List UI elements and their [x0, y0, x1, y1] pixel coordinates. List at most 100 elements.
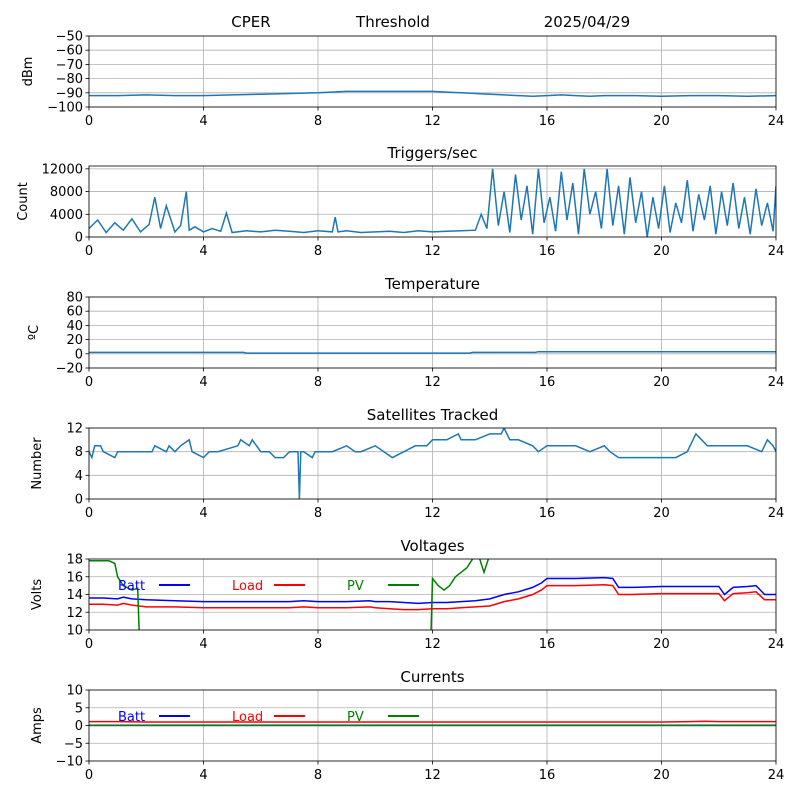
panel-title: Triggers/sec [387, 144, 478, 162]
x-tick-label: 0 [85, 506, 93, 521]
y-axis-label: Amps [30, 707, 45, 744]
y-axis-label: Number [30, 437, 45, 490]
y-axis-label: Count [16, 182, 31, 221]
legend-label-load: Load [232, 579, 263, 594]
x-tick-label: 16 [539, 637, 556, 652]
y-tick-label: −100 [47, 101, 83, 116]
series-line-triggers-0 [89, 168, 776, 237]
x-tick-label: 0 [85, 114, 93, 129]
x-tick-label: 4 [199, 375, 207, 390]
y-tick-label: 8 [75, 445, 83, 460]
panel-currents: 0 4 8 12 16 20 24 −10 −5 0 5 10 Currents Amps Batt Load… [30, 668, 784, 783]
x-tick-label: 12 [424, 768, 441, 783]
y-tick-label: −10 [56, 755, 83, 770]
y-tick-label: 12 [66, 422, 83, 437]
x-tick-label: 20 [653, 768, 670, 783]
x-tick-label: 16 [539, 506, 556, 521]
y-tick-label: 12000 [42, 162, 83, 177]
y-axis-label: dBm [21, 57, 36, 87]
x-tick-label: 24 [768, 768, 785, 783]
x-tick-label: 24 [768, 637, 785, 652]
x-tick-label: 16 [539, 114, 556, 129]
x-tick-label: 24 [768, 114, 785, 129]
y-tick-label: −20 [56, 362, 83, 377]
panel-voltages: 0 4 8 12 16 20 24 10 12 14 16 18 Voltages Volts Batt Lo… [30, 537, 784, 652]
x-tick-label: 20 [653, 637, 670, 652]
x-tick-label: 8 [314, 114, 322, 129]
y-tick-label: 16 [66, 570, 83, 585]
x-tick-label: 16 [539, 375, 556, 390]
header-station: CPER [231, 13, 270, 31]
x-tick-label: 8 [314, 768, 322, 783]
series-line-voltages-batt [89, 576, 776, 605]
y-tick-label: 10 [66, 684, 83, 699]
y-tick-label: −90 [56, 86, 83, 101]
x-tick-label: 4 [199, 637, 207, 652]
panel-title: Satellites Tracked [367, 406, 498, 424]
y-tick-label: 14 [66, 588, 83, 603]
x-tick-label: 12 [424, 375, 441, 390]
legend-label-pv: PV [347, 710, 364, 725]
series-line-voltages-pv [89, 559, 490, 630]
x-tick-label: 12 [424, 637, 441, 652]
y-tick-label: 60 [66, 305, 83, 320]
series-line-signal-0 [89, 90, 776, 98]
y-tick-label: 4000 [50, 208, 83, 223]
x-tick-label: 0 [85, 637, 93, 652]
x-tick-label: 12 [424, 506, 441, 521]
series-line-satellites-0 [89, 428, 776, 499]
x-tick-label: 0 [85, 375, 93, 390]
y-tick-label: 5 [75, 701, 83, 716]
y-tick-label: 40 [66, 319, 83, 334]
x-tick-label: 8 [314, 244, 322, 259]
y-tick-label: −60 [56, 44, 83, 59]
y-tick-label: 0 [75, 719, 83, 734]
x-tick-label: 4 [199, 114, 207, 129]
x-tick-label: 0 [85, 244, 93, 259]
panel-triggers: 0 4 8 12 16 20 24 0 4000 8000 12000 Triggers/sec Cou… [16, 144, 784, 259]
series-line-currents-load [89, 720, 776, 723]
y-tick-label: 80 [66, 291, 83, 306]
x-tick-label: 20 [653, 506, 670, 521]
x-tick-label: 4 [199, 768, 207, 783]
panel-satellites: 0 4 8 12 16 20 24 0 4 8 12 Satellites Tracked Number [30, 406, 784, 521]
series-line-temperature-0 [89, 350, 776, 354]
x-tick-label: 8 [314, 637, 322, 652]
x-tick-label: 16 [539, 244, 556, 259]
y-tick-label: 0 [75, 231, 83, 246]
y-tick-label: 0 [75, 347, 83, 362]
x-tick-label: 24 [768, 506, 785, 521]
y-axis-label: ºC [27, 325, 42, 340]
y-tick-label: 10 [66, 624, 83, 639]
legend-label-load: Load [232, 710, 263, 725]
x-tick-label: 20 [653, 244, 670, 259]
panel-title: Currents [400, 668, 464, 686]
x-tick-label: 24 [768, 244, 785, 259]
y-tick-label: 20 [66, 333, 83, 348]
series-line-voltages-load [89, 583, 776, 611]
y-tick-label: 0 [75, 493, 83, 508]
x-tick-label: 16 [539, 768, 556, 783]
y-tick-label: −80 [56, 72, 83, 87]
x-tick-label: 20 [653, 114, 670, 129]
x-tick-label: 24 [768, 375, 785, 390]
legend-label-pv: PV [347, 579, 364, 594]
y-tick-label: 18 [66, 553, 83, 568]
panel-signal: 0 4 8 12 16 20 24 −100−90−80−70−60−50 dBm [21, 30, 784, 130]
y-tick-label: 8000 [50, 185, 83, 200]
legend-label-batt: Batt [118, 579, 145, 594]
y-tick-label: 4 [75, 469, 83, 484]
x-tick-label: 12 [424, 114, 441, 129]
y-axis-label: Volts [30, 579, 45, 611]
x-tick-label: 4 [199, 506, 207, 521]
header-mode: Threshold [355, 13, 430, 31]
header-date: 2025/04/29 [544, 13, 630, 31]
x-tick-label: 8 [314, 375, 322, 390]
panel-title: Temperature [384, 275, 480, 293]
x-tick-label: 0 [85, 768, 93, 783]
y-tick-label: −50 [56, 30, 83, 45]
x-tick-label: 12 [424, 244, 441, 259]
